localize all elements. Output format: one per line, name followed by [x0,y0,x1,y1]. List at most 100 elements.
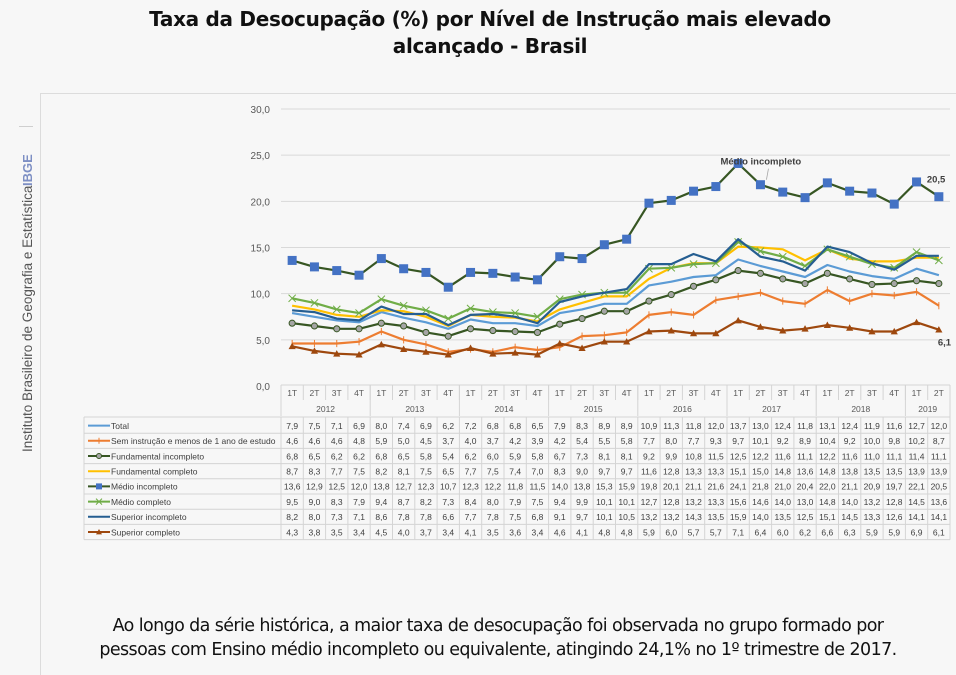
data-table-cell: 7,5 [509,512,521,522]
x-tick-quarter: 4T [889,388,899,398]
sidebar-border [40,93,41,675]
data-table-cell: 8,9 [621,421,633,431]
data-table-cell: 11,6 [886,421,902,431]
marker-triangle [801,325,809,332]
x-tick-quarter: 4T [532,388,542,398]
data-table-cell: 14,5 [841,512,858,522]
x-tick-quarter: 1T [644,388,654,398]
data-table-cell: 9,8 [888,436,900,446]
data-table-cell: 10,2 [908,436,925,446]
data-table-cell: 9,7 [598,467,610,477]
marker-square [622,234,632,244]
data-table-cell: 14,0 [551,482,568,492]
marker-circle [95,452,103,460]
marker-triangle [556,339,564,347]
data-table-cell: 5,9 [375,436,387,446]
marker-x [95,498,103,505]
data-table-cell: 4,0 [465,436,477,446]
series-line [292,238,939,327]
data-table-cell: 4,6 [331,436,343,446]
marker-square [934,192,944,202]
data-table-cell: 7,8 [420,512,432,522]
data-table-cell: 8,2 [286,512,298,522]
data-table-cell: 14,8 [774,467,791,477]
marker-circle [556,320,564,328]
data-table-cell: 10,1 [596,497,613,507]
data-table-cell: 13,3 [708,467,725,477]
data-table-cell: 6,9 [420,421,432,431]
data-table-cell: 7,0 [532,467,544,477]
marker-square [443,282,453,292]
data-table-cell: 22,0 [819,482,836,492]
legend-key [88,529,110,535]
data-table-cell: 11,6 [641,467,657,477]
marker-square [555,252,565,262]
marker-circle [890,279,898,288]
data-table-cell: 8,2 [375,467,387,477]
data-table-cell: 19,7 [886,482,903,492]
data-table-cell: 5,4 [576,436,588,446]
marker-circle [489,327,497,335]
data-table-cell: 12,7 [908,421,925,431]
data-table-cell: 10,0 [864,436,881,446]
marker-triangle [96,529,102,535]
data-table-cell: 7,3 [576,451,588,461]
marker-triangle [779,327,787,334]
marker-x [689,260,698,269]
data-table-cell: 11,6 [842,451,858,461]
data-table-cell: 6,0 [487,451,499,461]
data-table-cell: 11,1 [886,451,902,461]
data-table-cell: 19,8 [641,482,658,492]
marker-square [800,193,810,203]
data-table-cell: 11,0 [864,451,880,461]
marker-circle [846,275,854,283]
data-table-cell: 15,9 [730,512,747,522]
legend-label: Médio completo [111,497,171,507]
data-table-cell: 7,5 [532,497,544,507]
data-table-cell: 5,5 [598,436,610,446]
data-table-cell: 13,3 [864,512,881,522]
data-table-cell: 5,7 [688,527,700,537]
data-table-cell: 7,1 [353,512,365,522]
marker-triangle [355,351,363,358]
legend-label: Superior incompleto [111,512,187,522]
data-table-cell: 12,2 [752,451,769,461]
data-table-cell: 10,5 [618,512,635,522]
data-table-cell: 5,4 [442,451,454,461]
marker-square [421,267,431,277]
marker-circle [355,325,363,333]
data-table-cell: 13,3 [708,497,725,507]
data-table-cell: 6,3 [844,527,856,537]
data-table-cell: 7,9 [509,497,521,507]
legend-label: Médio incompleto [111,482,178,492]
x-tick-quarter: 1T [466,388,476,398]
marker-circle [578,315,586,323]
data-table-cell: 12,8 [663,467,680,477]
data-table-cell: 20,4 [797,482,814,492]
marker-square [532,275,542,285]
data-table-cell: 11,3 [663,421,679,431]
data-table-cell: 6,2 [353,451,365,461]
data-table-cell: 7,7 [331,467,343,477]
marker-x [310,298,319,307]
data-table-cell: 13,5 [886,467,903,477]
data-table-cell: 6,2 [331,451,343,461]
data-table-cell: 9,2 [844,436,856,446]
x-tick-quarter: 2T [309,388,319,398]
marker-x [399,301,408,310]
data-table-cell: 6,8 [286,451,298,461]
data-table-cell: 13,2 [641,512,658,522]
data-table-cell: 10,9 [641,421,658,431]
data-table-cell: 11,8 [797,421,813,431]
x-tick-year: 2015 [584,404,603,414]
data-table-cell: 6,4 [755,527,767,537]
y-tick-label: 25,0 [251,151,271,162]
data-table-cell: 6,2 [442,421,454,431]
data-table-cell: 7,4 [509,467,521,477]
data-table-cell: 8,1 [398,467,410,477]
data-table-cell: 11,1 [931,451,947,461]
data-table-cell: 13,1 [819,421,836,431]
data-table-cell: 13,5 [708,512,725,522]
marker-triangle [645,327,653,335]
